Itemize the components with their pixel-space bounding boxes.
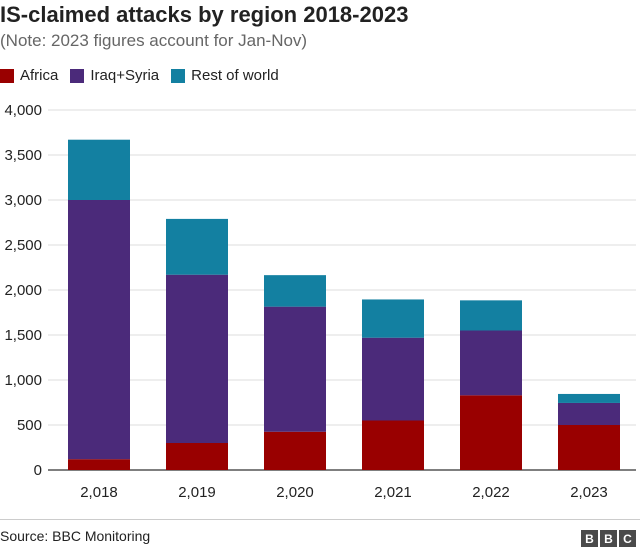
stacked-bar-chart: 0 500 1,000 1,500 2,000 2,500 3,000 3,500 4,000 2… [4,102,636,501]
bar-segment-africa [264,431,326,470]
x-tick-label: 2,021 [374,484,412,501]
bar-segment-rest-of-world [264,275,326,307]
bar-segment-africa [68,459,130,470]
bar-segment-africa [558,425,620,470]
bar-segment-iraq-syria [68,200,130,460]
bar-segment-africa [460,395,522,470]
chart-title: IS-claimed attacks by region 2018-2023 [0,2,409,27]
legend-label-iraq-syria: Iraq+Syria [90,67,160,84]
bar-segment-iraq-syria [362,337,424,421]
legend-label-rest-of-world: Rest of world [191,67,279,84]
bar-segment-iraq-syria [558,402,620,425]
x-tick-label: 2,018 [80,484,118,501]
y-tick-label: 2,000 [4,282,42,299]
chart-subtitle: (Note: 2023 figures account for Jan-Nov) [0,31,308,50]
y-tick-label: 4,000 [4,102,42,119]
bar-segment-africa [166,443,228,470]
bar-segment-rest-of-world [558,393,620,403]
legend-item-africa: Africa [0,67,58,84]
logo-block-3: C [619,530,636,547]
legend-item-iraq-syria: Iraq+Syria [70,67,159,84]
y-tick-label: 2,500 [4,237,42,254]
y-tick-label: 3,500 [4,147,42,164]
bar-segment-rest-of-world [362,299,424,338]
x-tick-label: 2,019 [178,484,216,501]
logo-block-2: B [600,530,617,547]
bar-segment-rest-of-world [166,218,228,275]
footer-divider [0,519,640,520]
bar-segment-iraq-syria [166,274,228,443]
bar-segment-iraq-syria [264,306,326,432]
legend-item-rest-of-world: Rest of world [171,67,279,84]
bar-segment-africa [362,420,424,470]
legend-swatch-rest-of-world [171,68,186,83]
legend-swatch-africa [0,68,14,83]
legend: Africa Iraq+Syria Rest of world [0,67,291,84]
x-tick-label: 2,022 [472,484,510,501]
bar-segment-rest-of-world [68,139,130,200]
bbc-logo: B B C [581,530,636,547]
y-tick-label: 3,000 [4,192,42,209]
y-tick-label: 0 [34,462,42,479]
logo-block-1: B [581,530,598,547]
y-tick-label: 1,500 [4,327,42,344]
y-tick-label: 1,000 [4,372,42,389]
y-tick-label: 500 [17,417,42,434]
bar-segment-rest-of-world [460,300,522,331]
source-note: Source: BBC Monitoring [0,528,151,544]
legend-label-africa: Africa [20,67,59,84]
x-tick-label: 2,023 [570,484,608,501]
x-tick-label: 2,020 [276,484,314,501]
bar-segment-iraq-syria [460,330,522,396]
legend-swatch-iraq-syria [70,68,85,83]
